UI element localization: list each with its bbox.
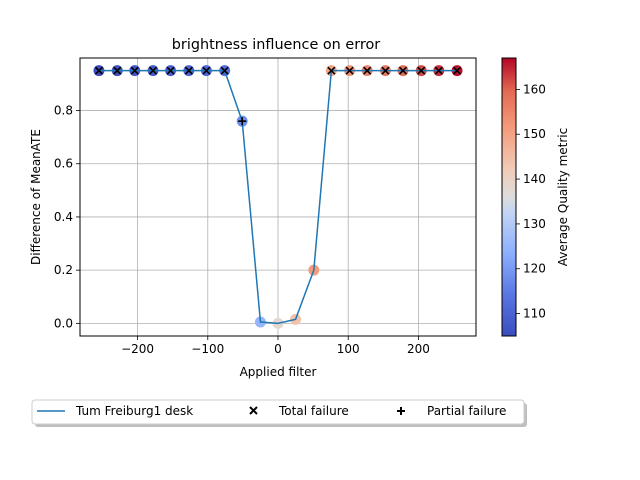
total-failure-marker — [148, 66, 158, 75]
colorbar-tick-label: 120 — [523, 262, 546, 276]
legend-label-partial-failure: Partial failure — [427, 404, 506, 418]
legend-plus-marker-icon — [397, 407, 405, 415]
x-tick-label: −100 — [191, 342, 224, 356]
total-failure-marker — [113, 66, 122, 75]
total-failure-marker — [452, 66, 462, 75]
y-tick-label: 0.6 — [54, 157, 73, 171]
colorbar-tick-label: 140 — [523, 172, 546, 186]
total-failure-marker — [202, 66, 211, 75]
total-failure-marker — [434, 66, 443, 75]
y-axis: 0.0 0.2 0.4 0.6 0.8 — [54, 104, 80, 330]
y-axis-label: Difference of MeanATE — [29, 129, 43, 265]
colorbar-tick-label: 160 — [523, 82, 546, 96]
legend: Tum Freiburg1 desk Total failure Partial… — [31, 399, 527, 427]
colorbar-tick-label: 130 — [523, 217, 546, 231]
total-failure-marker — [166, 66, 175, 75]
legend-x-marker-icon — [249, 406, 258, 415]
total-failure-marker — [220, 66, 229, 75]
chart-title: brightness influence on error — [172, 37, 381, 53]
total-failure-marker — [184, 66, 193, 75]
total-failure-marker — [345, 66, 354, 75]
x-tick-label: 100 — [337, 342, 360, 356]
y-tick-label: 0.0 — [54, 316, 73, 330]
colorbar-gradient — [501, 57, 517, 337]
legend-label-series: Tum Freiburg1 desk — [75, 404, 193, 418]
colorbar-tick-label: 110 — [523, 307, 546, 321]
y-tick-label: 0.2 — [54, 263, 73, 277]
colorbar: 110 120 130 140 150 160 Average Quality metri… — [501, 57, 570, 337]
total-failure-marker — [398, 66, 408, 75]
colorbar-tick-label: 150 — [523, 127, 546, 141]
total-failure-marker — [381, 66, 390, 75]
total-failure-marker — [363, 66, 372, 75]
x-tick-label: 200 — [407, 342, 430, 356]
legend-label-total-failure: Total failure — [278, 404, 349, 418]
partial-failure-marker — [238, 117, 247, 126]
legend-box — [31, 399, 525, 425]
colorbar-label: Average Quality metric — [556, 128, 570, 266]
total-failure-marker — [94, 66, 104, 75]
total-failure-marker — [130, 66, 139, 75]
series — [93, 65, 463, 329]
total-failure-marker — [417, 66, 426, 75]
grid — [80, 58, 476, 336]
x-tick-label: 0 — [274, 342, 282, 356]
colorbar-ticks: 110 120 130 140 150 160 — [516, 82, 546, 321]
y-tick-label: 0.8 — [54, 104, 73, 118]
total-failure-marker — [327, 66, 336, 75]
series-line — [98, 69, 458, 325]
y-tick-label: 0.4 — [54, 210, 73, 224]
x-axis-label: Applied filter — [240, 365, 317, 379]
x-axis: −200 −100 0 100 200 — [121, 336, 430, 356]
x-tick-label: −200 — [121, 342, 154, 356]
